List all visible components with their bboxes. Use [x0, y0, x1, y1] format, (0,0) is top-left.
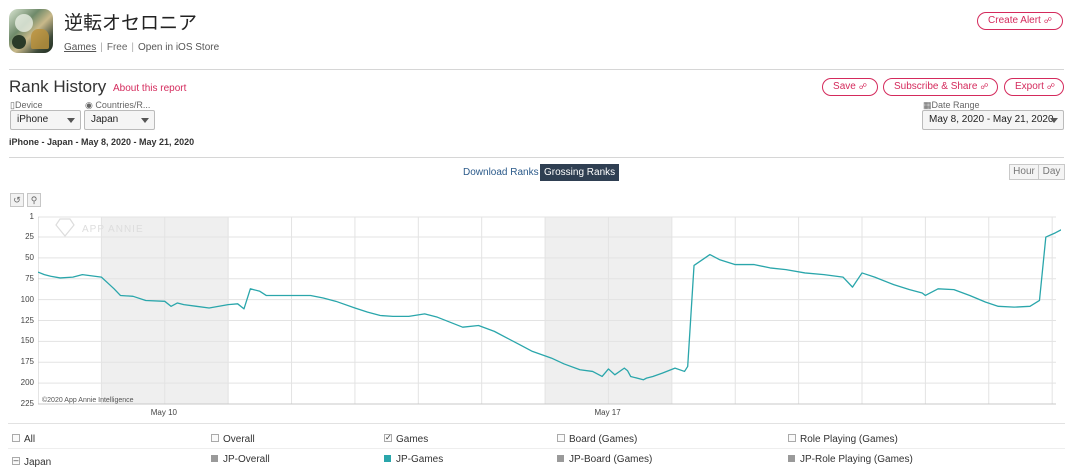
tab-grossing-ranks[interactable]: Grossing Ranks — [540, 164, 620, 181]
y-tick-label: 100 — [20, 294, 34, 304]
legend-all[interactable]: All — [12, 434, 35, 445]
device-icon: ▯ — [10, 100, 15, 110]
y-tick-label: 175 — [20, 357, 34, 367]
copyright-text: ©2020 App Annie Intelligence — [42, 396, 134, 404]
create-alert-button[interactable]: Create Alert ☍ — [977, 12, 1063, 30]
lock-icon: ☍ — [1046, 82, 1056, 91]
series-swatch — [557, 454, 564, 462]
chevron-down-icon — [67, 118, 75, 123]
about-report-link[interactable]: About this report — [113, 83, 187, 94]
export-button[interactable]: Export ☍ — [1004, 78, 1064, 96]
legend-board-games[interactable]: Board (Games) — [557, 434, 637, 445]
y-tick-label: 200 — [20, 378, 34, 388]
zoom-icon[interactable]: ⚲ — [27, 193, 41, 207]
legend-overall[interactable]: Overall — [211, 434, 255, 445]
lock-icon: ☍ — [1043, 16, 1052, 25]
divider — [9, 157, 1064, 158]
checkbox[interactable] — [788, 434, 796, 443]
y-tick-label: 225 — [20, 399, 34, 408]
tab-download-ranks[interactable]: Download Ranks — [463, 167, 539, 178]
legend-jp-board-games[interactable]: JP-Board (Games) — [557, 454, 652, 465]
divider — [8, 448, 1065, 449]
device-select[interactable]: iPhone — [10, 110, 81, 130]
series-swatch — [788, 454, 795, 462]
legend-games[interactable]: ✓ Games — [384, 433, 429, 445]
date-range-label: ▦Date Range — [923, 100, 980, 110]
app-icon — [9, 9, 53, 53]
save-button[interactable]: Save ☍ — [822, 78, 878, 96]
y-tick-label: 1 — [29, 212, 34, 221]
price-label: Free — [106, 42, 128, 53]
checkbox[interactable]: – — [12, 455, 20, 466]
ios-store-link[interactable]: Open in iOS Store — [138, 42, 220, 53]
rank-history-chart[interactable]: APP ANNIE ©2020 App Annie Intelligence — [38, 214, 1061, 407]
lock-icon: ☍ — [858, 82, 867, 91]
app-title: 逆転オセロニア — [64, 13, 198, 34]
report-subtitle: iPhone - Japan - May 8, 2020 - May 21, 2… — [9, 137, 195, 147]
report-title: Rank History — [9, 77, 107, 96]
category-link[interactable]: Games — [64, 42, 97, 53]
calendar-icon: ▦ — [923, 100, 932, 110]
checkbox[interactable] — [557, 434, 565, 443]
y-tick-label: 75 — [25, 273, 34, 283]
chevron-down-icon — [141, 118, 149, 123]
subscribe-share-button[interactable]: Subscribe & Share ☍ — [883, 78, 998, 96]
y-tick-label: 150 — [20, 336, 34, 346]
divider — [9, 69, 1064, 70]
y-tick-label: 125 — [20, 315, 34, 325]
checkbox[interactable] — [12, 434, 20, 443]
x-tick-label: May 17 — [594, 408, 621, 417]
date-range-select[interactable]: May 8, 2020 - May 21, 2020 — [922, 110, 1064, 130]
series-swatch — [384, 454, 391, 462]
reset-zoom-icon[interactable]: ↺ — [10, 193, 24, 207]
legend-jp-role-playing-games[interactable]: JP-Role Playing (Games) — [788, 454, 913, 465]
countries-label: ◉ Countries/R... — [85, 100, 151, 110]
app-meta: Games | Free | Open in iOS Store — [64, 42, 220, 53]
checkbox-checked[interactable]: ✓ — [384, 433, 392, 443]
series-line-jp-games — [38, 229, 1061, 381]
country-select[interactable]: Japan — [84, 110, 155, 130]
device-label: ▯Device — [10, 100, 43, 110]
x-tick-label: May 10 — [150, 408, 177, 417]
granularity-day-button[interactable]: Day — [1038, 164, 1065, 180]
watermark-logo-icon — [55, 218, 75, 237]
divider — [8, 423, 1065, 424]
y-tick-label: 25 — [25, 232, 34, 242]
watermark-text: APP ANNIE — [82, 224, 144, 235]
series-swatch — [211, 454, 218, 462]
checkbox[interactable] — [211, 434, 219, 443]
chevron-down-icon — [1050, 118, 1058, 123]
legend-jp-games[interactable]: JP-Games — [384, 454, 443, 465]
granularity-hour-button[interactable]: Hour — [1009, 164, 1039, 180]
y-tick-label: 50 — [25, 252, 34, 262]
lock-icon: ☍ — [980, 82, 989, 91]
legend-row-japan[interactable]: – Japan — [12, 455, 52, 468]
legend-role-playing-games[interactable]: Role Playing (Games) — [788, 434, 898, 445]
globe-icon: ◉ — [85, 100, 93, 110]
legend-jp-overall[interactable]: JP-Overall — [211, 454, 270, 465]
